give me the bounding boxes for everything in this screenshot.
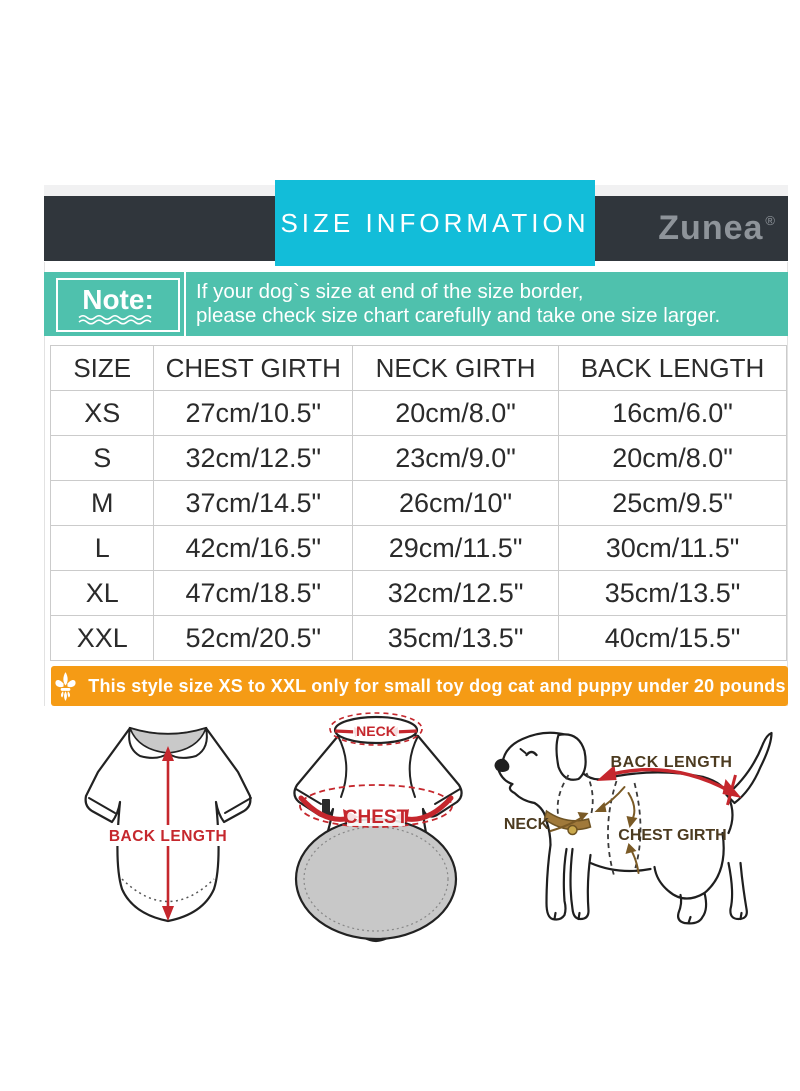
content-frame [44, 262, 788, 706]
cell-back: 20cm/8.0" [558, 435, 787, 481]
cell-chest: 42cm/16.5" [153, 525, 354, 571]
chest-arrows: CHEST [298, 795, 454, 828]
dog-eyelash [519, 748, 527, 754]
table-row: S 32cm/12.5" 23cm/9.0" 20cm/8.0" [49, 435, 787, 481]
pointer-arrowheads [577, 802, 638, 854]
back-length-label: BACK LENGTH [109, 828, 227, 845]
collar-ring [567, 824, 578, 836]
brand-name: Zunea [658, 209, 764, 247]
side-tag [322, 799, 330, 816]
table-row: XS 27cm/10.5" 20cm/8.0" 16cm/6.0" [49, 390, 787, 436]
neck-girth-dashed [329, 712, 423, 746]
cell-size: M [49, 480, 155, 526]
table-row: L 42cm/16.5" 29cm/11.5" 30cm/11.5" [49, 525, 787, 571]
dog-ear [555, 733, 587, 781]
brand-logo: Zunea ® [658, 196, 776, 261]
neck-arrows: NECK [334, 723, 418, 739]
shirt-front-diagram: BACK LENGTH [84, 726, 252, 923]
note-banner: Note: If your dog`s size at end of the s… [44, 272, 788, 336]
neck-label: NECK [504, 816, 550, 833]
cell-back: 16cm/6.0" [558, 390, 787, 436]
table-row: XL 47cm/18.5" 32cm/12.5" 35cm/13.5" [49, 570, 787, 616]
note-label: Note: [82, 283, 154, 315]
cell-chest: 32cm/12.5" [153, 435, 354, 481]
col-header-back: BACK LENGTH [558, 345, 787, 391]
fit-note-text: This style size XS to XXL only for small… [88, 675, 786, 696]
cell-chest: 52cm/20.5" [153, 615, 354, 661]
registered-mark: ® [765, 213, 776, 228]
dog-diagram: BACK LENGTH NECK CHEST GIRTH [494, 731, 773, 925]
cell-size: XL [49, 570, 155, 616]
page-title: SIZE INFORMATION [275, 180, 595, 266]
note-line-2: please check size chart carefully and ta… [196, 304, 721, 327]
neck-label: NECK [356, 723, 396, 739]
cell-size: XS [49, 390, 155, 436]
fit-note-banner: This style size XS to XXL only for small… [51, 666, 788, 706]
chest-label: CHEST [344, 807, 409, 828]
cell-back: 35cm/13.5" [558, 570, 787, 616]
col-header-size: SIZE [49, 345, 155, 391]
note-divider [184, 272, 186, 336]
cell-neck: 29cm/11.5" [352, 525, 560, 571]
belly-stitch-line [303, 826, 449, 932]
cell-back: 25cm/9.5" [558, 480, 787, 526]
fleur-de-lis-icon [55, 671, 76, 701]
col-header-neck: NECK GIRTH [352, 345, 560, 391]
chest-girth-label: CHEST GIRTH [618, 827, 726, 844]
cell-neck: 26cm/10" [352, 480, 560, 526]
size-table-header-row: SIZE CHEST GIRTH NECK GIRTH BACK LENGTH [49, 345, 787, 391]
back-length-arrow [596, 765, 742, 806]
cell-neck: 23cm/9.0" [352, 435, 560, 481]
cell-neck: 32cm/12.5" [352, 570, 560, 616]
cell-chest: 47cm/18.5" [153, 570, 354, 616]
cell-neck: 20cm/8.0" [352, 390, 560, 436]
cell-neck: 35cm/13.5" [352, 615, 560, 661]
table-row: M 37cm/14.5" 26cm/10" 25cm/9.5" [49, 480, 787, 526]
back-length-arrow: BACK LENGTH [109, 746, 227, 921]
chest-girth-dashed [299, 784, 453, 828]
cell-chest: 37cm/14.5" [153, 480, 354, 526]
back-length-label: BACK LENGTH [611, 754, 733, 771]
note-line-1: If your dog`s size at end of the size bo… [196, 280, 584, 303]
cell-size: S [49, 435, 155, 481]
dog-nose [494, 758, 510, 772]
girth-dashed-lines [556, 772, 642, 878]
note-text: If your dog`s size at end of the size bo… [196, 280, 720, 328]
table-row: XXL 52cm/20.5" 35cm/13.5" 40cm/15.5" [49, 615, 787, 661]
cell-size: XXL [49, 615, 155, 661]
squiggle-underline-icon [78, 314, 152, 324]
col-header-chest: CHEST GIRTH [153, 345, 354, 391]
cell-chest: 27cm/10.5" [153, 390, 354, 436]
dog-eye [525, 750, 538, 757]
collar-inside [128, 726, 208, 754]
shirt-top-diagram: NECK CHEST [293, 712, 463, 943]
cell-back: 30cm/11.5" [558, 525, 787, 571]
cell-back: 40cm/15.5" [558, 615, 787, 661]
size-table: SIZE CHEST GIRTH NECK GIRTH BACK LENGTH … [49, 345, 787, 661]
dog-collar [543, 809, 592, 831]
belly-panel [294, 817, 458, 941]
hem-stitch-line [121, 878, 215, 903]
note-label-box: Note: [56, 278, 180, 332]
cell-size: L [49, 525, 155, 571]
